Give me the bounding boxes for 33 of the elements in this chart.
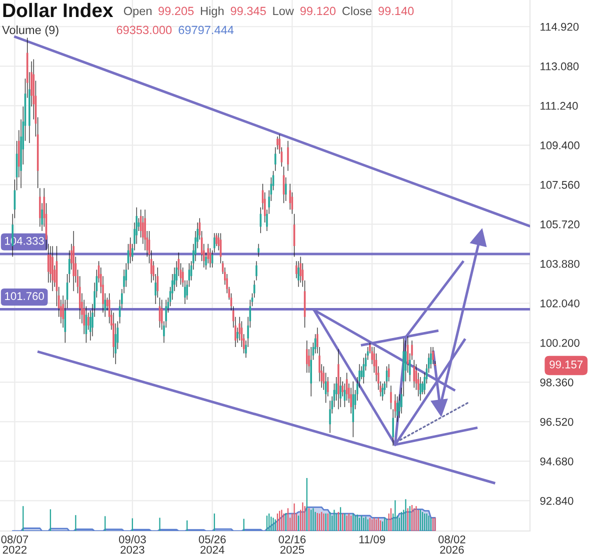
y-tick-label: 94.680 <box>540 457 574 466</box>
annotation: 99.205 <box>158 6 194 16</box>
y-tick-label: 100.200 <box>540 338 580 347</box>
y-tick-label: 96.520 <box>540 418 574 426</box>
annotation: 99.140 <box>378 6 414 16</box>
chart-title: Dollar Index <box>3 2 114 18</box>
annotation: 69353.000 <box>116 26 172 34</box>
annotation: 69797.444 <box>178 26 234 34</box>
ref-line-label: 101.760 <box>5 292 44 300</box>
annotation: High <box>200 6 224 18</box>
y-tick-label: 103.880 <box>540 260 580 268</box>
annotation: Low <box>273 6 294 16</box>
text: 99.157 <box>550 360 583 368</box>
x-tick-label: 08/07 2022 <box>1 535 28 554</box>
x-tick-label: 09/03 2023 <box>118 535 146 554</box>
x-tick-label: 05/26 2024 <box>198 535 226 554</box>
x-tick-label: 08/02 2026 <box>438 535 466 554</box>
x-tick-label: 11/09 <box>359 535 386 544</box>
y-tick-label: 98.360 <box>540 378 574 386</box>
annotation: 99.345 <box>230 6 266 16</box>
y-tick-label: 107.560 <box>540 180 580 189</box>
annotation: Open <box>124 6 152 18</box>
y-tick-label: 92.840 <box>540 496 574 505</box>
y-tick-label: 109.400 <box>540 141 580 150</box>
chart-title: Volume (9) <box>2 26 58 36</box>
annotation: Close <box>342 6 372 16</box>
x-tick-label: 02/16 2025 <box>278 535 306 554</box>
y-tick-label: 102.040 <box>540 299 580 308</box>
y-tick-label: 113.080 <box>540 62 579 70</box>
annotation: 99.120 <box>300 6 336 16</box>
y-tick-label: 105.720 <box>540 220 580 228</box>
y-tick-label: 111.240 <box>540 102 578 110</box>
y-tick-label: 114.920 <box>540 22 579 31</box>
